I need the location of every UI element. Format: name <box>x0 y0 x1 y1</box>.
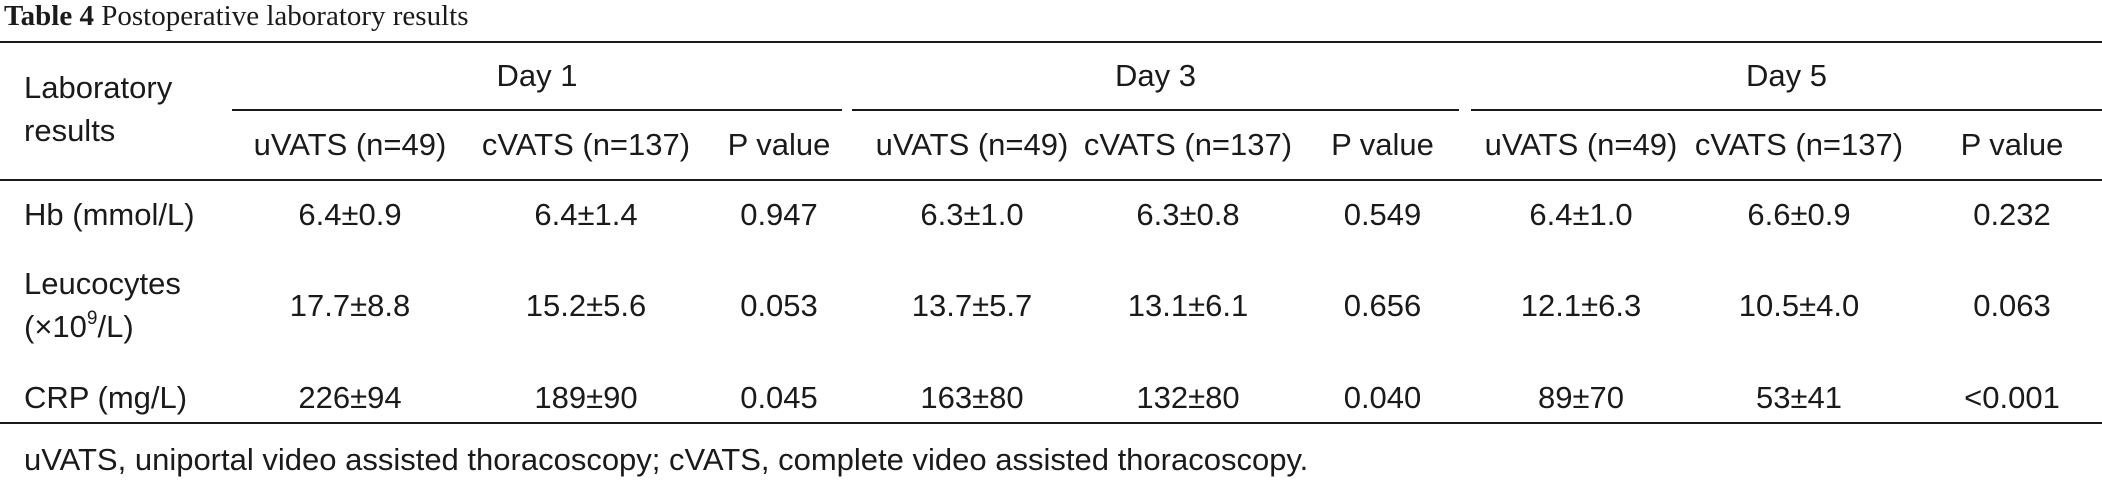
subheader-uvats: uVATS (n=49) <box>1484 127 1678 162</box>
table-cell: 6.3±0.8 <box>1136 197 1240 232</box>
subheader-p-value: P value <box>727 127 831 162</box>
table-cell: 13.7±5.7 <box>911 288 1033 323</box>
table-cell: 0.053 <box>740 288 818 323</box>
table-cell: 17.7±8.8 <box>289 288 411 323</box>
row-label-crp: CRP (mg/L) <box>24 380 188 415</box>
table-cell: 6.4±0.9 <box>298 197 402 232</box>
table-cell: 6.4±1.0 <box>1529 197 1633 232</box>
table-title: Postoperative laboratory results <box>101 0 469 32</box>
table-top-rule <box>0 41 2102 43</box>
table-cell: 6.3±1.0 <box>920 197 1024 232</box>
table-cell: 0.549 <box>1343 197 1422 232</box>
row-label-leucocytes-line1: Leucocytes <box>24 266 181 301</box>
table-number: Table 4 <box>4 0 94 32</box>
group-header-day1: Day 1 <box>496 58 578 93</box>
subheader-p-value: P value <box>1331 127 1434 162</box>
group-header-day5: Day 5 <box>1746 58 1827 93</box>
subheader-uvats: uVATS (n=49) <box>253 127 447 162</box>
table-footnote: uVATS, uniportal video assisted thoracos… <box>24 442 1309 477</box>
table-cell: 12.1±6.3 <box>1520 288 1642 323</box>
row-label-leucocytes-line2: (×109/L) <box>24 305 181 348</box>
unit-suffix: /L) <box>97 309 134 344</box>
header-row-label-line2: results <box>24 113 116 148</box>
table-cell: 10.5±4.0 <box>1738 288 1860 323</box>
table-cell: <0.001 <box>1964 380 2060 415</box>
table-cell: 0.656 <box>1343 288 1422 323</box>
table-cell: 163±80 <box>920 380 1024 415</box>
table-cell: 6.4±1.4 <box>534 197 638 232</box>
group-rule-day3 <box>852 109 1459 111</box>
table-cell: 15.2±5.6 <box>525 288 647 323</box>
table-cell: 0.232 <box>1973 197 2051 232</box>
row-label-hb: Hb (mmol/L) <box>24 197 195 232</box>
group-header-day3: Day 3 <box>1115 58 1196 93</box>
subheader-uvats: uVATS (n=49) <box>875 127 1069 162</box>
table-cell: 89±70 <box>1538 380 1624 415</box>
table-cell: 132±80 <box>1136 380 1240 415</box>
table-cell: 226±94 <box>298 380 402 415</box>
table-cell: 0.045 <box>740 380 818 415</box>
subheader-cvats: cVATS (n=137) <box>1694 127 1904 162</box>
group-rule-day5 <box>1471 109 2102 111</box>
table-cell: 53±41 <box>1756 380 1842 415</box>
table-cell: 0.947 <box>740 197 818 232</box>
table-caption: Table 4 Postoperative laboratory results <box>4 0 469 40</box>
unit-exponent: 9 <box>86 308 98 329</box>
table-cell: 13.1±6.1 <box>1127 288 1249 323</box>
header-row-label: Laboratory results <box>24 66 172 152</box>
header-row-label-line1: Laboratory <box>24 70 173 105</box>
table-cell: 6.6±0.9 <box>1747 197 1851 232</box>
subheader-cvats: cVATS (n=137) <box>1083 127 1293 162</box>
row-label-leucocytes: Leucocytes (×109/L) <box>24 262 181 348</box>
table-cell: 189±90 <box>534 380 638 415</box>
table-cell: 0.063 <box>1973 288 2051 323</box>
group-rule-day1 <box>232 109 842 111</box>
table-header-rule <box>0 179 2102 181</box>
table-bottom-rule <box>0 422 2102 424</box>
subheader-cvats: cVATS (n=137) <box>481 127 691 162</box>
table-cell: 0.040 <box>1343 380 1422 415</box>
subheader-p-value: P value <box>1960 127 2064 162</box>
unit-prefix: (×10 <box>24 309 87 344</box>
